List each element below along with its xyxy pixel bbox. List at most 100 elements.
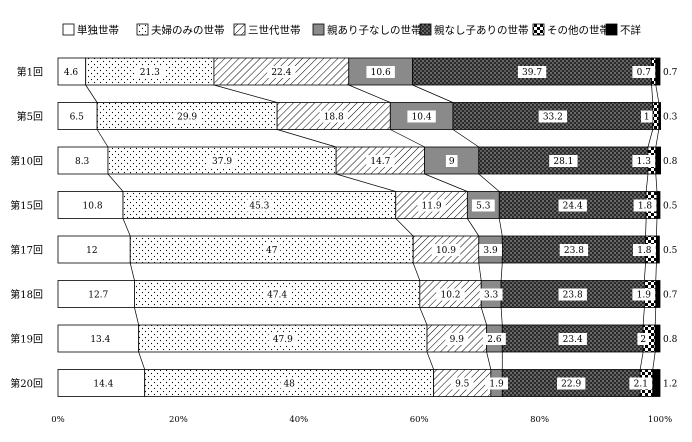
data-label: 22.9 [561, 380, 581, 390]
data-label-background [479, 244, 502, 256]
category-label: 第19回 [10, 333, 43, 346]
connector-line [107, 173, 124, 192]
data-label-background [632, 244, 656, 256]
data-label: 1 [644, 113, 650, 123]
bar-segment [655, 280, 661, 308]
data-label-background [262, 288, 292, 301]
x-tick-label: 60% [410, 415, 429, 425]
data-label-background [366, 66, 395, 78]
data-label: 13.4 [90, 335, 110, 345]
legend-swatch [233, 23, 246, 36]
data-label: 9.9 [450, 335, 465, 345]
bar-segment [395, 191, 468, 219]
data-label: 0.5 [663, 246, 678, 256]
bar-segment [658, 102, 662, 130]
legend-label: 三世代世帯 [248, 24, 301, 37]
bar-segment [57, 235, 131, 264]
bar-segment [57, 102, 98, 130]
data-label: 22.4 [271, 68, 291, 78]
bar-segment [57, 146, 109, 175]
bar-segment [652, 369, 661, 397]
data-label: 23.4 [563, 335, 583, 345]
connector-line [424, 173, 468, 192]
data-label: 47.4 [267, 291, 287, 301]
data-label-background [471, 199, 495, 212]
data-label-background [407, 110, 436, 123]
data-label: 3.9 [483, 246, 498, 256]
connector-line [419, 307, 428, 326]
data-label-background [632, 288, 656, 301]
data-label: 0.8 [663, 157, 678, 167]
data-label-background [558, 288, 587, 301]
legend-item: その他の世帯 [532, 24, 610, 37]
category-label: 第5回 [17, 110, 43, 123]
data-label: 12.7 [88, 291, 108, 301]
data-label-background [538, 110, 568, 123]
bar-segment [57, 369, 146, 397]
data-label-background [549, 155, 578, 167]
connector-line [655, 173, 658, 192]
bar-segment [57, 57, 87, 86]
data-label: 2.6 [487, 335, 502, 345]
data-label: 1.9 [489, 380, 504, 390]
bar-row: 第15回 10.8 45.3 11.9 5.3 24.4 1.8 0.5 [10, 191, 678, 219]
connector-line [85, 84, 98, 103]
data-label-background [417, 199, 446, 212]
category-label: 第15回 [10, 199, 43, 212]
category-label: 第1回 [17, 66, 43, 79]
bar-segment [655, 57, 661, 86]
data-label-background [629, 377, 653, 390]
data-label: 14.4 [93, 380, 113, 390]
x-axis: 0% 20% 40% 60% 80% 100% [51, 415, 672, 425]
data-label: 6.5 [70, 113, 85, 123]
legend-swatch [605, 23, 618, 36]
data-label: 1.3 [637, 157, 652, 167]
data-label: 2.1 [634, 380, 648, 390]
connector-line [498, 218, 503, 237]
bar-segment [652, 102, 660, 130]
connector-line [647, 129, 654, 148]
data-label: 23.8 [564, 246, 584, 256]
data-label: 4.6 [64, 68, 79, 78]
legend-swatch [312, 23, 325, 36]
connector-line [467, 218, 480, 237]
data-label: 9.5 [455, 380, 470, 390]
connector-line [642, 307, 645, 326]
data-label-background [637, 333, 649, 345]
category-label: 第10回 [10, 155, 43, 168]
data-label-background [245, 199, 274, 212]
connector-line [500, 307, 503, 326]
connector-line [134, 307, 140, 326]
bar-row: 第10回 8.3 37.9 14.7 9 28.1 1.3 0.8 [10, 146, 678, 175]
connector-line [652, 351, 656, 370]
legend-label: 親なし子ありの世帯 [434, 24, 529, 37]
x-tick-label: 0% [51, 415, 65, 425]
data-label: 21.3 [140, 68, 160, 78]
legend-label: 不詳 [620, 24, 641, 37]
bar-segment [57, 280, 135, 308]
data-label-background [632, 66, 656, 78]
data-label-background [633, 199, 657, 212]
legend-label: 単独世帯 [77, 24, 119, 37]
bar-row: 第18回 12.7 47.4 10.2 3.3 23.8 1.9 0.7 [10, 280, 678, 308]
data-label: 10.2 [440, 291, 460, 301]
data-label: 48 [283, 380, 295, 390]
data-label: 12 [86, 246, 97, 256]
connector-line [639, 351, 644, 370]
data-label: 45.3 [249, 202, 269, 212]
x-tick-label: 100% [648, 415, 672, 425]
data-label-background [280, 377, 298, 390]
bar-segment [655, 146, 662, 175]
legend-item: 親あり子なしの世帯 [312, 23, 422, 37]
connector-line [643, 262, 646, 281]
data-label: 1.8 [637, 246, 652, 256]
data-label-background [319, 110, 348, 123]
data-label: 29.9 [177, 113, 197, 123]
data-label: 39.7 [522, 68, 542, 78]
data-label: 0.7 [663, 68, 678, 78]
x-tick-label: 80% [530, 415, 549, 425]
data-label-background [268, 333, 298, 345]
data-label-background [558, 199, 587, 212]
data-label: 10.4 [412, 113, 432, 123]
